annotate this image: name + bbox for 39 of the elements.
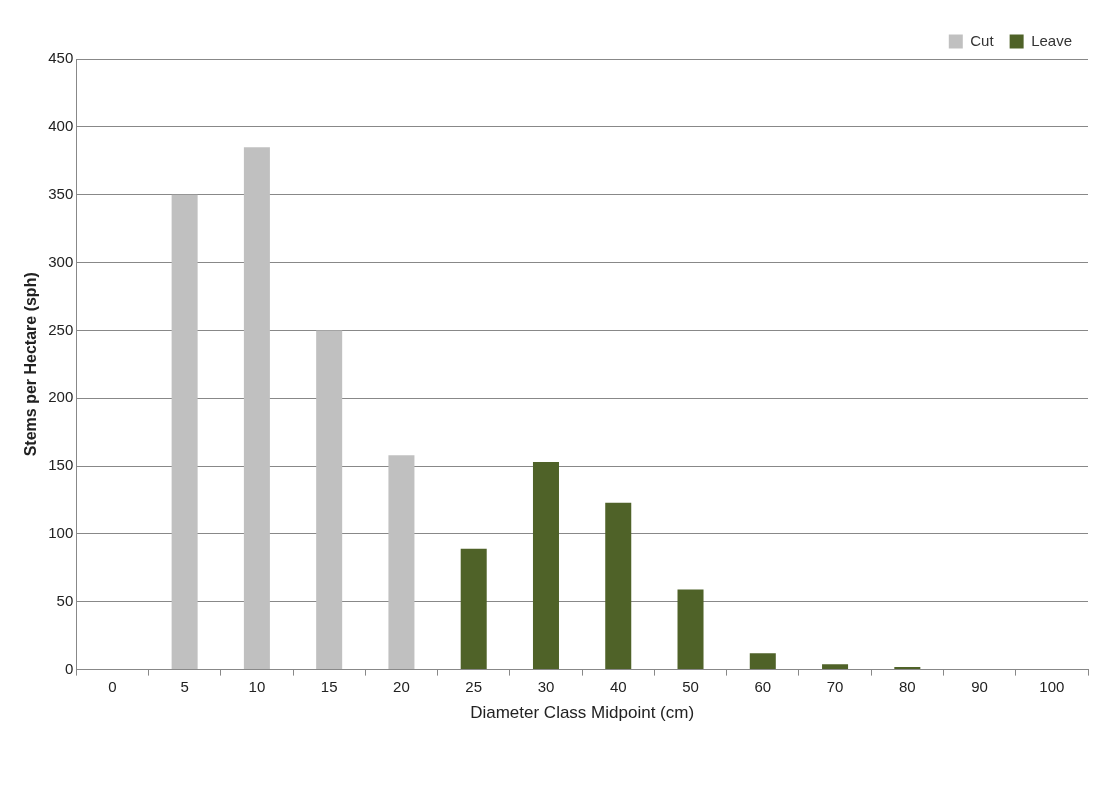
y-tick-label: 300 [48,252,74,270]
y-tick-label: 100 [48,524,74,542]
bar [894,666,921,670]
bar [605,502,632,670]
y-tick-label: 0 [64,659,74,677]
bar [822,664,849,670]
bar [171,194,198,670]
x-tick-label: 15 [320,677,338,695]
y-tick-label: 250 [48,320,74,338]
x-tick-label: 30 [537,677,555,695]
legend-label: Leave [1031,31,1073,49]
y-tick-label: 150 [48,456,74,474]
x-tick-label: 60 [754,677,772,695]
x-tick-label: 20 [393,677,410,695]
bar [243,147,270,670]
x-tick-label: 0 [108,677,117,695]
bar [316,330,343,670]
bar [532,462,559,670]
y-tick-label: 400 [48,116,74,134]
legend-label: Cut [970,31,995,49]
bar [460,548,487,670]
y-axis-title: Stems per Hectare (sph) [22,272,40,457]
x-tick-label: 40 [609,677,627,695]
x-tick-label: 50 [682,677,699,695]
x-tick-label: 25 [465,677,483,695]
x-tick-label: 70 [826,677,844,695]
bar [677,589,704,670]
x-tick-label: 100 [1039,677,1065,695]
y-tick-label: 450 [48,49,74,67]
bar [749,653,776,670]
x-axis-title: Diameter Class Midpoint (cm) [470,703,695,723]
x-tick-label: 10 [248,677,266,695]
y-tick-label: 350 [48,184,74,202]
x-tick-label: 80 [898,677,916,695]
y-tick-label: 200 [48,388,74,406]
x-tick-label: 90 [971,677,988,695]
x-tick-label: 5 [180,677,189,695]
y-tick-label: 50 [56,591,74,609]
bar [388,455,415,670]
